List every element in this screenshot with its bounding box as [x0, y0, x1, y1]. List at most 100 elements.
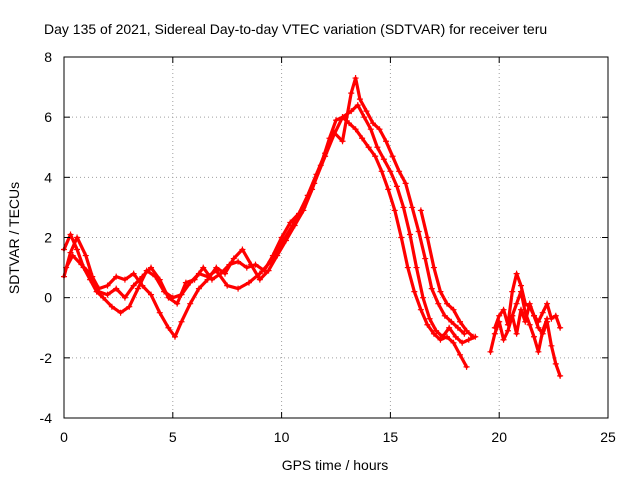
data-point-marker [352, 126, 359, 133]
data-point-marker [389, 153, 396, 160]
data-point-marker [104, 282, 111, 289]
data-point-marker [187, 300, 194, 307]
data-point-marker [182, 279, 189, 286]
data-point-marker [544, 300, 551, 307]
data-point-marker [354, 102, 361, 109]
data-point-marker [557, 372, 564, 379]
data-point-marker [509, 288, 516, 295]
data-point-marker [287, 219, 294, 226]
x-tick-label: 5 [169, 429, 177, 445]
data-point-marker [256, 276, 263, 283]
data-point-marker [491, 324, 498, 331]
data-point-marker [391, 207, 398, 214]
data-point-marker [500, 336, 507, 343]
data-point-marker [369, 120, 376, 127]
data-point-marker [470, 333, 477, 340]
data-point-marker [82, 252, 89, 259]
data-point-marker [174, 300, 181, 307]
data-point-marker [454, 324, 461, 331]
data-point-marker [245, 279, 252, 286]
data-point-marker [78, 261, 85, 268]
y-tick-label: 6 [44, 109, 52, 125]
data-point-marker [348, 90, 355, 97]
data-point-marker [178, 318, 185, 325]
data-point-marker [130, 282, 137, 289]
data-point-marker [509, 312, 516, 319]
data-point-marker [200, 264, 207, 271]
data-point-marker [117, 309, 124, 316]
series-trace [493, 272, 562, 330]
data-point-marker [74, 234, 81, 241]
data-point-marker [411, 288, 418, 295]
data-point-marker [134, 285, 141, 292]
data-point-marker [413, 264, 420, 271]
data-point-marker [130, 270, 137, 277]
data-point-marker [376, 126, 383, 133]
y-tick-label: 2 [44, 230, 52, 246]
data-point-marker [531, 333, 538, 340]
data-point-marker [208, 276, 215, 283]
data-point-marker [433, 327, 440, 334]
data-point-marker [387, 168, 394, 175]
data-point-marker [422, 255, 429, 262]
data-point-marker [363, 108, 370, 115]
data-point-marker [496, 312, 503, 319]
data-point-marker [226, 261, 233, 268]
data-point-marker [100, 294, 107, 301]
data-point-marker [165, 294, 172, 301]
x-tick-label: 10 [274, 429, 290, 445]
chart-title: Day 135 of 2021, Sidereal Day-to-day VTE… [44, 21, 547, 37]
data-point-marker [448, 318, 455, 325]
tick-layer [63, 56, 609, 419]
y-tick-label: 0 [44, 290, 52, 306]
data-point-marker [446, 324, 453, 331]
data-point-marker [224, 282, 231, 289]
data-point-marker [121, 294, 128, 301]
series-satellite-track-6 [491, 270, 564, 331]
data-point-marker [539, 327, 546, 334]
data-point-marker [383, 138, 390, 145]
data-point-marker [235, 285, 242, 292]
data-point-marker [171, 333, 178, 340]
data-point-marker [441, 312, 448, 319]
series-satellite-track-4 [417, 207, 477, 340]
data-point-marker [457, 318, 464, 325]
data-point-marker [424, 234, 431, 241]
data-point-marker [304, 192, 311, 199]
x-axis-title: GPS time / hours [282, 457, 389, 473]
series-trace [62, 103, 477, 345]
data-point-marker [339, 114, 346, 121]
data-point-marker [428, 285, 435, 292]
data-point-marker [430, 264, 437, 271]
data-point-marker [450, 339, 457, 346]
data-point-marker [450, 306, 457, 313]
data-point-marker [365, 144, 372, 151]
x-tick-label: 25 [600, 429, 616, 445]
data-point-marker [269, 252, 276, 259]
data-point-marker [504, 327, 511, 334]
data-point-marker [417, 306, 424, 313]
data-point-marker [121, 276, 128, 283]
y-tick-label: -2 [40, 350, 53, 366]
data-point-marker [113, 285, 120, 292]
data-point-marker [367, 126, 374, 133]
data-point-marker [139, 273, 146, 280]
data-point-marker [87, 270, 94, 277]
data-point-marker [396, 168, 403, 175]
data-point-marker [67, 249, 74, 256]
data-point-marker [491, 330, 498, 337]
data-point-marker [296, 210, 303, 217]
tick-label-layer: 0 5 10 15 20 25 -4 -2 0 2 4 6 8 [40, 49, 616, 445]
data-point-marker [165, 324, 172, 331]
data-point-marker [95, 288, 102, 295]
data-point-marker [330, 129, 337, 136]
data-point-marker [548, 342, 555, 349]
data-point-marker [352, 75, 359, 82]
data-point-marker [252, 261, 259, 268]
data-point-marker [400, 204, 407, 211]
data-point-marker [500, 306, 507, 313]
data-point-marker [333, 117, 339, 124]
data-point-marker [522, 309, 529, 316]
